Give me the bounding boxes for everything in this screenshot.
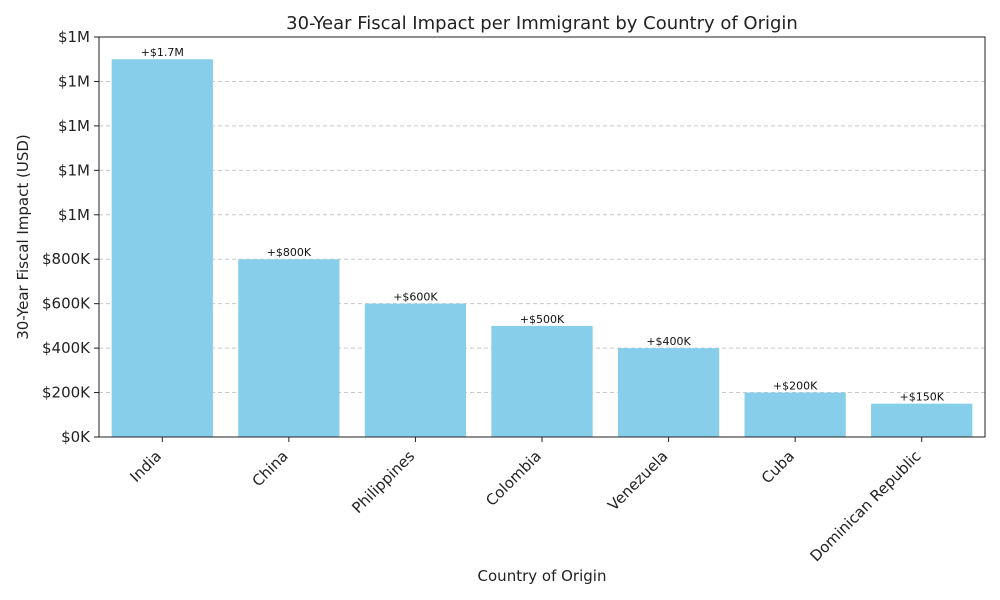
- bar-data-label: +$400K: [646, 335, 691, 348]
- x-tick-label: China: [249, 447, 292, 490]
- x-tick-label: India: [126, 447, 165, 486]
- x-axis-label: Country of Origin: [478, 567, 607, 585]
- y-tick-label: $400K: [42, 339, 91, 357]
- bars: [111, 59, 973, 437]
- x-axis-ticks: India China Philippines Colombia Venezuela Cu…: [126, 437, 925, 565]
- bar-data-labels: +$1.7M +$800K +$600K +$500K +$400K +$200K +$15…: [141, 46, 945, 403]
- y-tick-label: $800K: [42, 250, 91, 268]
- y-axis-ticks: $0K $200K $400K $600K $800K $1M $1M $1M $1M $1M: [42, 28, 99, 446]
- bar-data-label: +$1.7M: [141, 46, 184, 59]
- bar-dominican-republic: [871, 403, 973, 437]
- bar-cuba: [744, 392, 846, 437]
- y-tick-label: $1M: [58, 72, 90, 90]
- y-tick-label: $200K: [42, 384, 91, 402]
- bar-data-label: +$150K: [899, 391, 944, 404]
- bar-data-label: +$500K: [520, 313, 565, 326]
- y-tick-label: $600K: [42, 295, 91, 313]
- y-tick-label: $1M: [58, 28, 90, 46]
- bar-china: [238, 259, 340, 437]
- x-tick-label: Venezuela: [604, 447, 671, 514]
- x-tick-label: Dominican Republic: [806, 447, 924, 565]
- chart-title: 30-Year Fiscal Impact per Immigrant by C…: [286, 13, 798, 34]
- bar-colombia: [491, 325, 593, 437]
- y-tick-label: $1M: [58, 117, 90, 135]
- x-tick-label: Philippines: [348, 447, 418, 517]
- bar-philippines: [364, 303, 467, 437]
- bar-data-label: +$200K: [773, 380, 818, 393]
- y-tick-label: $1M: [58, 161, 90, 179]
- x-tick-label: Cuba: [758, 447, 798, 487]
- bar-india: [111, 59, 213, 437]
- bar-data-label: +$800K: [267, 246, 312, 259]
- bar-data-label: +$600K: [393, 291, 438, 304]
- x-tick-label: Colombia: [482, 447, 545, 510]
- y-tick-label: $1M: [58, 206, 90, 224]
- bar-venezuela: [617, 348, 720, 437]
- y-tick-label: $0K: [61, 428, 91, 446]
- y-axis-label: 30-Year Fiscal Impact (USD): [14, 134, 32, 340]
